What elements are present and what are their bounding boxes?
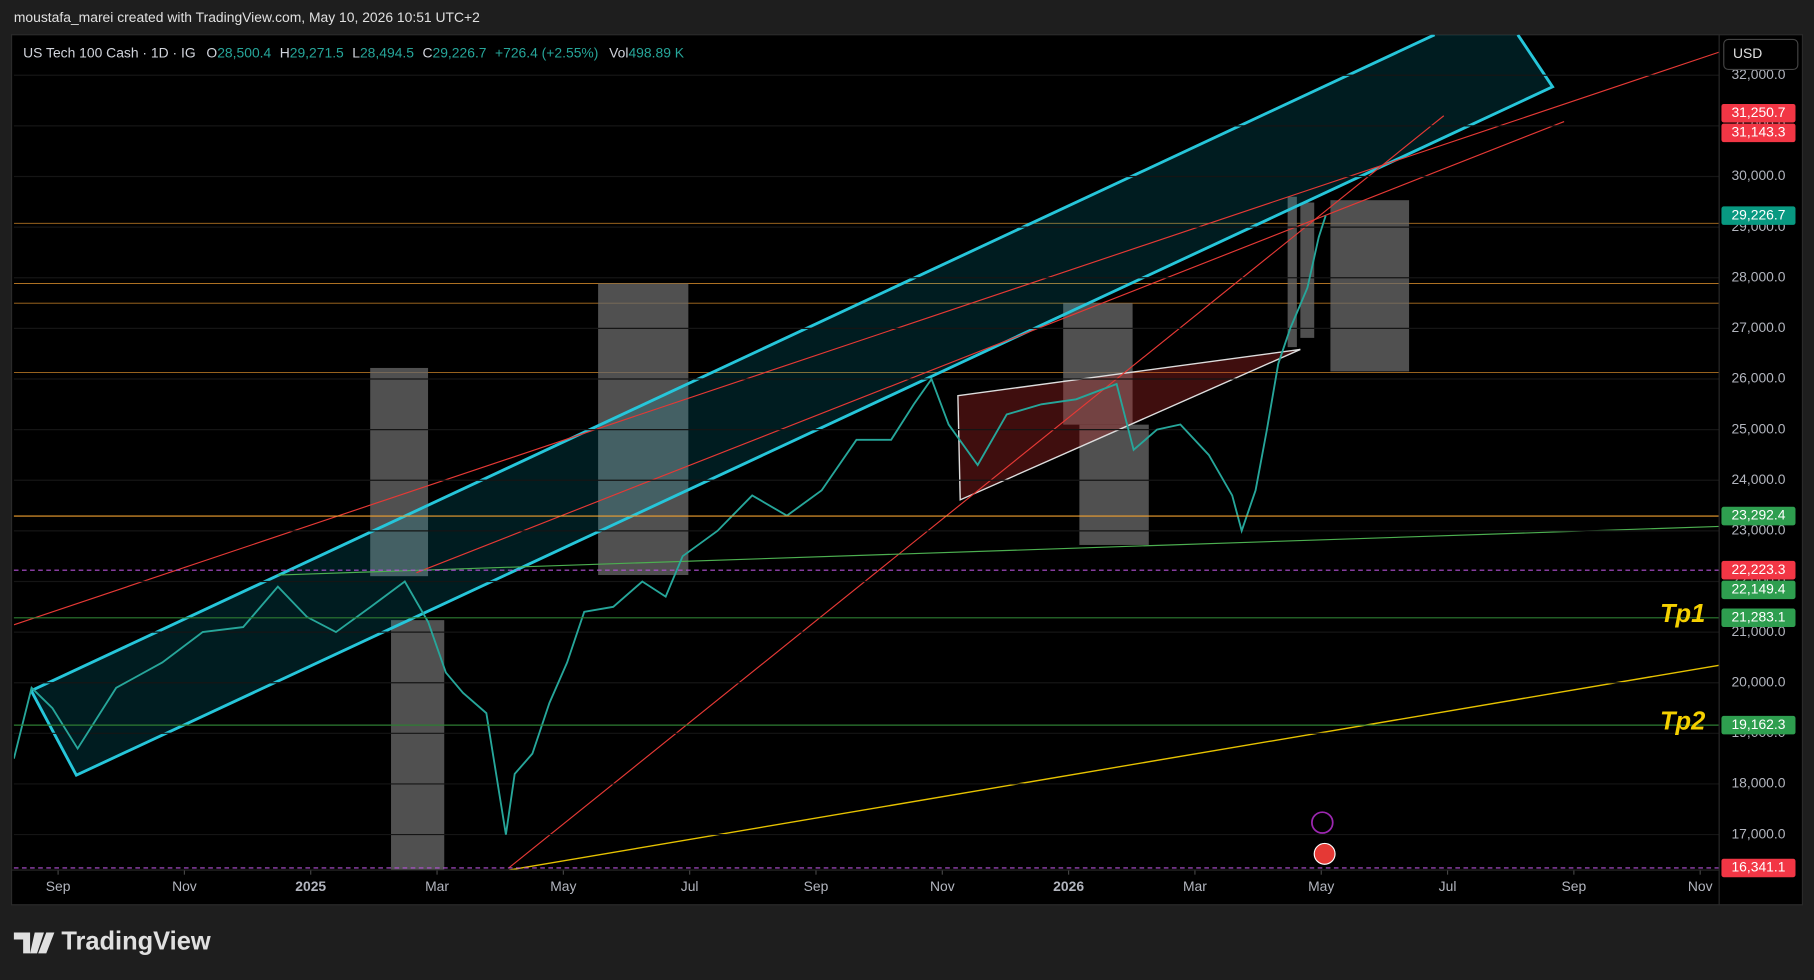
- price-label-box: [1721, 560, 1796, 580]
- price-label: 23,292.4: [1731, 507, 1785, 523]
- legend: US Tech 100 Cash · 1D · IG O28,500.4 H29…: [23, 44, 685, 60]
- currency: USD: [1733, 45, 1762, 61]
- x-tick-label: Mar: [425, 878, 449, 894]
- y-tick-label: 24,000.0: [1731, 471, 1785, 487]
- change: +726.4 (+2.55%): [495, 44, 598, 60]
- y-tick-label: 25,000.0: [1731, 420, 1785, 436]
- price-label-box: [1721, 206, 1796, 225]
- target-annotation: Tp2: [1660, 708, 1705, 736]
- drawings: [13, 34, 1720, 871]
- price-label: 22,149.4: [1731, 581, 1785, 597]
- ohlc-value: 28,500.4: [217, 44, 271, 60]
- price-label: 19,162.3: [1731, 716, 1785, 732]
- brand-logo: [13, 932, 55, 954]
- y-tick-label: 17,000.0: [1731, 825, 1785, 841]
- credit: moustafa_marei created with TradingView.…: [14, 9, 480, 25]
- price-label-box: [1721, 715, 1796, 735]
- ohlc-key: H: [280, 44, 290, 60]
- price-label-box: [1721, 123, 1796, 143]
- price-label: 21,283.1: [1731, 608, 1785, 624]
- currency-box[interactable]: [1723, 38, 1799, 71]
- price-label: 29,226.7: [1731, 206, 1785, 222]
- price-label: 16,341.1: [1731, 859, 1785, 875]
- series-group: [13, 215, 1327, 835]
- x-tick-label: Nov: [172, 878, 197, 894]
- ohlc-key: C: [422, 44, 432, 60]
- x-tick-label: 2026: [1053, 878, 1084, 894]
- ohlc-key: O: [206, 44, 217, 60]
- y-tick-label: 28,000.0: [1731, 268, 1785, 284]
- ohlc-value: 29,226.7: [433, 44, 487, 60]
- y-tick-label: 18,000.0: [1731, 775, 1785, 791]
- y-tick-label: 30,000.0: [1731, 167, 1785, 183]
- price-label-box: [1721, 103, 1796, 123]
- ohlc-key: L: [352, 44, 360, 60]
- x-tick-label: Nov: [1688, 878, 1713, 894]
- brand: TradingView: [61, 928, 211, 956]
- x-tick-label: May: [550, 878, 576, 894]
- level-lines: [13, 222, 1720, 374]
- y-tick-label: 23,000.0: [1731, 522, 1785, 538]
- target-annotation: Tp1: [1660, 600, 1705, 628]
- x-tick-label: Jul: [1439, 878, 1457, 894]
- x-tick-label: Sep: [46, 878, 71, 894]
- plot: 17,000.018,000.019,000.020,000.021,000.0…: [13, 66, 1796, 894]
- x-tick-label: Nov: [930, 878, 955, 894]
- y-tick-label: 26,000.0: [1731, 370, 1785, 386]
- price-label-box: [1721, 858, 1796, 878]
- x-tick-label: Jul: [681, 878, 699, 894]
- price-label-box: [1721, 506, 1796, 526]
- x-tick-label: Sep: [804, 878, 829, 894]
- x-tick-label: Mar: [1183, 878, 1207, 894]
- price-label: 31,143.3: [1731, 124, 1785, 140]
- price-label-box: [1721, 608, 1796, 628]
- ohlc-value: 28,494.5: [360, 44, 414, 60]
- chart-panel: [10, 34, 1804, 906]
- price-label-box: [1721, 580, 1796, 600]
- x-tick-label: Sep: [1562, 878, 1587, 894]
- y-tick-label: 27,000.0: [1731, 319, 1785, 335]
- volume-value: 498.89 K: [628, 44, 684, 60]
- price-label: 31,250.7: [1731, 104, 1785, 120]
- x-tick-label: 2025: [295, 878, 326, 894]
- price-label: 22,223.3: [1731, 561, 1785, 577]
- x-tick-label: May: [1308, 878, 1334, 894]
- volume-key: Vol: [609, 44, 628, 60]
- symbol: US Tech 100 Cash · 1D · IG: [23, 44, 195, 60]
- y-tick-label: 20,000.0: [1731, 673, 1785, 689]
- price-line: [13, 215, 1327, 835]
- ohlc-value: 29,271.5: [290, 44, 344, 60]
